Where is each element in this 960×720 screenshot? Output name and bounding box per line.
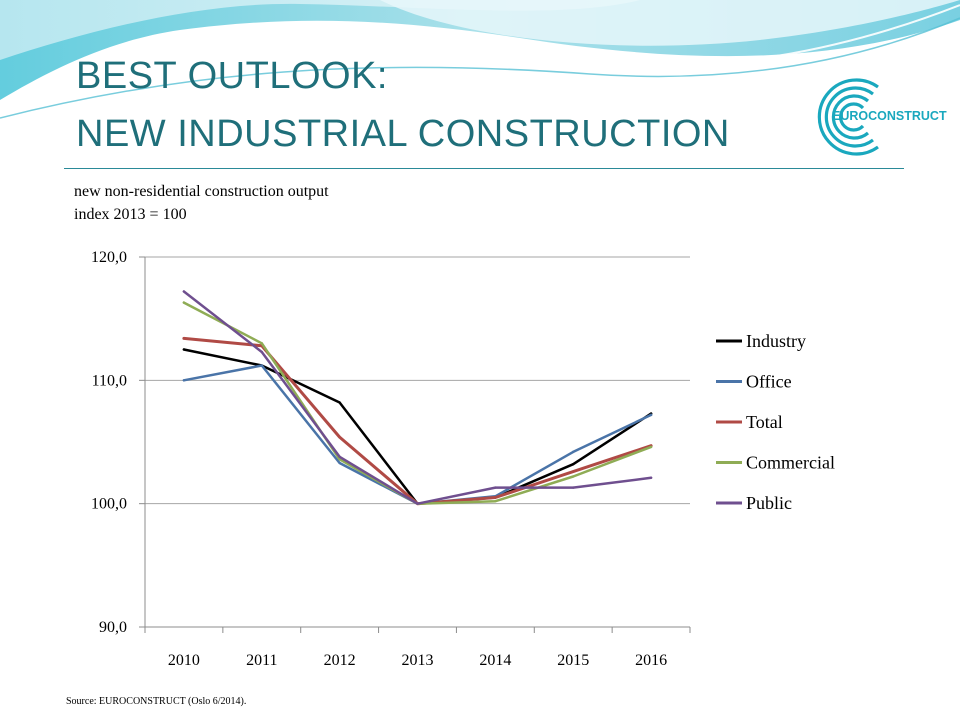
legend-label-total: Total — [746, 412, 783, 432]
x-tick-label: 2010 — [168, 652, 200, 669]
x-tick-label: 2012 — [324, 652, 356, 669]
axes — [139, 256, 691, 633]
data-point-commercial — [649, 445, 653, 449]
data-point-commercial — [572, 475, 575, 478]
data-point-public — [416, 502, 419, 505]
data-point-public — [494, 486, 497, 489]
page-title-line1: BEST OUTLOOK: — [76, 55, 388, 97]
page-title-line2: NEW INDUSTRIAL CONSTRUCTION — [76, 113, 730, 155]
series-line-industry — [182, 348, 653, 505]
data-point-commercial — [494, 500, 497, 503]
data-point-office — [338, 461, 341, 465]
gridlines — [145, 256, 690, 505]
chart-subtitle-line2: index 2013 = 100 — [74, 206, 187, 223]
legend-label-industry: Industry — [746, 331, 806, 351]
x-tick-label: 2011 — [246, 652, 277, 669]
data-point-public — [649, 476, 653, 479]
legend-label-commercial: Commercial — [746, 453, 835, 473]
data-point-public — [260, 350, 263, 354]
data-point-industry — [182, 348, 186, 351]
data-point-total — [494, 496, 497, 499]
y-tick-labels: 90,0 100,0 110,0 120,0 — [91, 249, 127, 636]
data-point-public — [338, 455, 341, 458]
data-point-total — [572, 470, 575, 473]
series-line-commercial — [182, 301, 653, 505]
data-point-total — [338, 435, 341, 439]
x-tick-label: 2015 — [557, 652, 589, 669]
legend-label-public: Public — [746, 493, 792, 513]
y-tick-label: 120,0 — [91, 249, 127, 266]
line-chart: 90,0 100,0 110,0 120,0 2010 2011 2012 2013 2014… — [91, 249, 835, 669]
data-point-office — [260, 364, 263, 367]
data-point-office — [572, 450, 575, 454]
data-point-commercial — [338, 458, 341, 461]
y-tick-label: 90,0 — [99, 619, 127, 636]
x-tick-labels: 2010 2011 2012 2013 2014 2015 2016 — [168, 652, 667, 669]
data-point-commercial — [260, 342, 263, 345]
source-note: Source: EUROCONSTRUCT (Oslo 6/2014). — [66, 696, 247, 707]
x-tick-label: 2016 — [635, 652, 667, 669]
legend: Industry Office Total Commercial Public — [716, 331, 835, 513]
euroconstruct-logo: EUROCONSTRUCT — [817, 78, 947, 156]
legend-label-office: Office — [746, 372, 792, 392]
data-point-public — [182, 290, 186, 293]
x-tick-label: 2014 — [479, 652, 511, 669]
data-point-industry — [572, 463, 575, 466]
header-wave-decoration — [0, 0, 960, 119]
data-point-commercial — [182, 301, 186, 304]
y-tick-label: 110,0 — [92, 372, 127, 389]
data-point-office — [182, 379, 186, 382]
series-line-public — [182, 290, 653, 505]
data-point-office — [649, 413, 653, 417]
y-tick-label: 100,0 — [91, 496, 127, 513]
data-point-public — [572, 486, 575, 489]
chart-subtitle-line1: new non-residential construction output — [74, 183, 329, 200]
title-divider — [64, 168, 904, 169]
data-point-industry — [338, 401, 341, 404]
data-point-total — [182, 337, 186, 340]
x-tick-label: 2013 — [402, 652, 434, 669]
series-lines — [182, 290, 653, 506]
series-line-office — [182, 364, 653, 505]
logo-text: EUROCONSTRUCT — [832, 109, 947, 123]
